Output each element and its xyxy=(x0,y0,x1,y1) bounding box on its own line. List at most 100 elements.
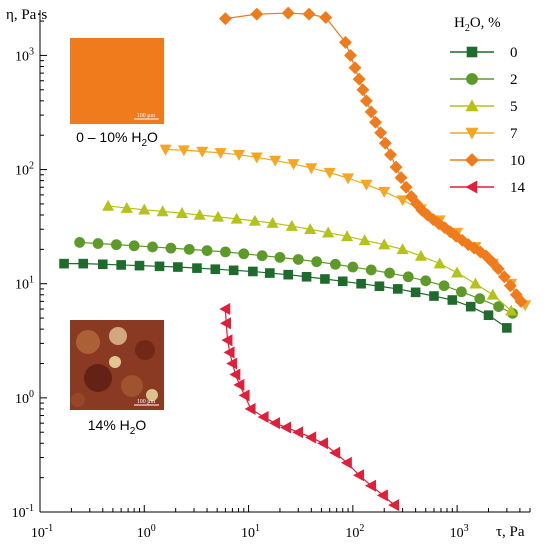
data-point-10 xyxy=(348,61,362,75)
data-point-7 xyxy=(250,152,263,164)
data-point-2 xyxy=(292,254,304,265)
data-point-5 xyxy=(469,277,482,289)
legend: H2O, % 0 2 5 7 10 14 xyxy=(450,15,526,196)
data-point-2 xyxy=(347,261,359,273)
data-point-10 xyxy=(378,136,392,150)
legend-title: H2O, % xyxy=(454,15,501,34)
data-point-10 xyxy=(497,270,511,284)
data-point-14 xyxy=(223,346,235,359)
y-tick-label: 10-1 xyxy=(12,503,34,521)
data-point-10 xyxy=(369,115,382,129)
data-point-14 xyxy=(376,489,388,502)
legend-marker xyxy=(466,73,478,85)
data-point-5 xyxy=(212,210,225,222)
data-point-5 xyxy=(486,288,499,300)
data-point-10 xyxy=(356,83,370,97)
data-point-14 xyxy=(233,378,245,391)
y-tick-label: 102 xyxy=(15,161,34,179)
inset-image-0-10: 100 μm 0 – 10% H2O xyxy=(70,38,164,149)
legend-items: 0 2 5 7 10 14 xyxy=(450,45,526,196)
data-point-5 xyxy=(505,304,518,316)
scale-bar-label: 100 μm xyxy=(137,399,156,405)
legend-item-7: 7 xyxy=(450,126,518,142)
series-14 xyxy=(219,303,400,512)
data-point-0 xyxy=(356,278,366,289)
data-point-10 xyxy=(405,190,418,203)
x-axis-label: τ, Pa xyxy=(496,524,525,540)
data-point-0 xyxy=(97,259,108,270)
data-point-14 xyxy=(388,499,400,512)
data-point-2 xyxy=(438,280,450,292)
data-point-0 xyxy=(320,274,330,284)
data-point-0 xyxy=(393,284,403,294)
y-tick-label: 100 xyxy=(15,389,34,407)
data-point-0 xyxy=(210,264,221,275)
data-point-7 xyxy=(177,145,190,157)
data-point-5 xyxy=(193,208,206,220)
data-point-0 xyxy=(78,258,89,269)
data-point-2 xyxy=(128,240,140,252)
data-point-10 xyxy=(394,171,408,185)
data-point-14 xyxy=(353,469,364,482)
legend-marker xyxy=(465,99,479,112)
data-point-10 xyxy=(360,94,373,108)
data-point-14 xyxy=(220,317,231,330)
data-point-0 xyxy=(483,310,494,320)
legend-marker xyxy=(465,153,479,167)
data-point-2 xyxy=(220,246,231,258)
data-point-2 xyxy=(110,239,122,251)
data-point-7 xyxy=(360,179,373,191)
data-point-2 xyxy=(384,267,395,279)
data-point-14 xyxy=(292,426,304,439)
legend-label: 7 xyxy=(510,126,518,142)
data-point-10 xyxy=(485,255,499,269)
legend-marker xyxy=(465,180,478,194)
data-point-5 xyxy=(175,207,189,218)
data-point-10 xyxy=(339,35,352,49)
data-point-5 xyxy=(451,266,464,278)
data-point-2 xyxy=(256,250,268,262)
data-point-0 xyxy=(134,260,145,271)
data-point-0 xyxy=(447,295,458,305)
legend-item-0: 0 xyxy=(450,45,518,61)
legend-label: 0 xyxy=(510,45,518,61)
data-point-2 xyxy=(365,264,377,276)
series-2 xyxy=(74,237,518,319)
data-point-0 xyxy=(248,266,258,277)
legend-item-2: 2 xyxy=(450,72,518,88)
series-10 xyxy=(218,6,528,308)
data-point-5 xyxy=(266,216,279,228)
legend-item-10: 10 xyxy=(450,153,525,169)
data-point-0 xyxy=(374,281,385,292)
data-point-10 xyxy=(302,7,316,21)
data-point-2 xyxy=(238,248,250,260)
data-point-5 xyxy=(341,230,354,242)
data-point-2 xyxy=(165,242,177,254)
inset-label: 0 – 10% H2O xyxy=(76,129,158,149)
series-layer xyxy=(59,6,532,512)
data-point-14 xyxy=(280,421,292,434)
data-point-2 xyxy=(183,243,195,255)
data-point-2 xyxy=(420,275,432,287)
data-point-14 xyxy=(221,334,233,347)
data-point-10 xyxy=(218,12,232,26)
data-point-5 xyxy=(102,199,115,211)
data-point-14 xyxy=(229,368,241,381)
data-point-7 xyxy=(287,159,300,171)
legend-label: 10 xyxy=(510,153,525,169)
data-point-2 xyxy=(456,286,467,298)
data-point-0 xyxy=(502,323,512,333)
y-axis-label: η, Pa·s xyxy=(6,7,47,23)
data-point-0 xyxy=(116,260,126,270)
data-point-2 xyxy=(329,258,341,270)
data-point-14 xyxy=(340,456,352,469)
data-point-0 xyxy=(337,276,348,287)
x-tick-label: 102 xyxy=(345,523,364,541)
legend-marker xyxy=(465,127,479,140)
data-point-5 xyxy=(156,205,169,217)
data-point-7 xyxy=(269,155,282,167)
data-point-7 xyxy=(196,146,209,158)
data-point-5 xyxy=(396,243,409,255)
